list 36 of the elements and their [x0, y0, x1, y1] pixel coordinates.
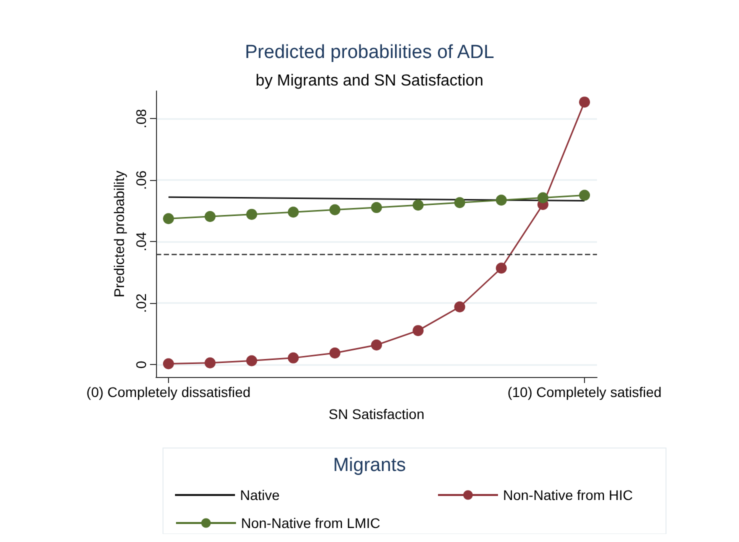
legend-label: Native: [240, 487, 280, 503]
x-axis-title: SN Satisfaction: [328, 406, 424, 422]
point: [579, 96, 590, 108]
legend-label: Non-Native from HIC: [503, 487, 633, 503]
point: [329, 348, 340, 359]
point: [496, 194, 507, 206]
x-tick-label: (10) Completely satisfied: [507, 384, 662, 400]
point: [454, 197, 466, 208]
y-tick-label: 0: [133, 360, 149, 369]
point: [537, 192, 548, 204]
point: [162, 358, 174, 370]
point: [412, 325, 424, 336]
chart-subtitle: by Migrants and SN Satisfaction: [256, 72, 484, 90]
y-axis-title: Predicted probability: [111, 170, 127, 298]
point: [371, 340, 382, 351]
y-tick-label: .08: [133, 108, 149, 128]
point: [162, 213, 174, 224]
point: [454, 301, 466, 312]
point: [246, 355, 258, 366]
legend-title: Migrants: [333, 455, 406, 476]
point: [204, 357, 216, 368]
point: [288, 352, 299, 364]
point: [204, 210, 216, 222]
point: [579, 190, 590, 201]
y-tick-label: .02: [133, 293, 149, 313]
point: [329, 204, 340, 216]
chart-title: Predicted probabilities of ADL: [244, 42, 494, 63]
point: [496, 262, 507, 274]
point: [371, 202, 382, 214]
y-tick-label: .04: [133, 232, 149, 252]
y-tick-label: .06: [133, 170, 149, 190]
point: [412, 200, 424, 211]
point: [288, 206, 299, 218]
point: [246, 208, 258, 220]
legend-label: Non-Native from LMIC: [241, 515, 380, 531]
x-tick-label: (0) Completely dissatisfied: [86, 384, 251, 400]
